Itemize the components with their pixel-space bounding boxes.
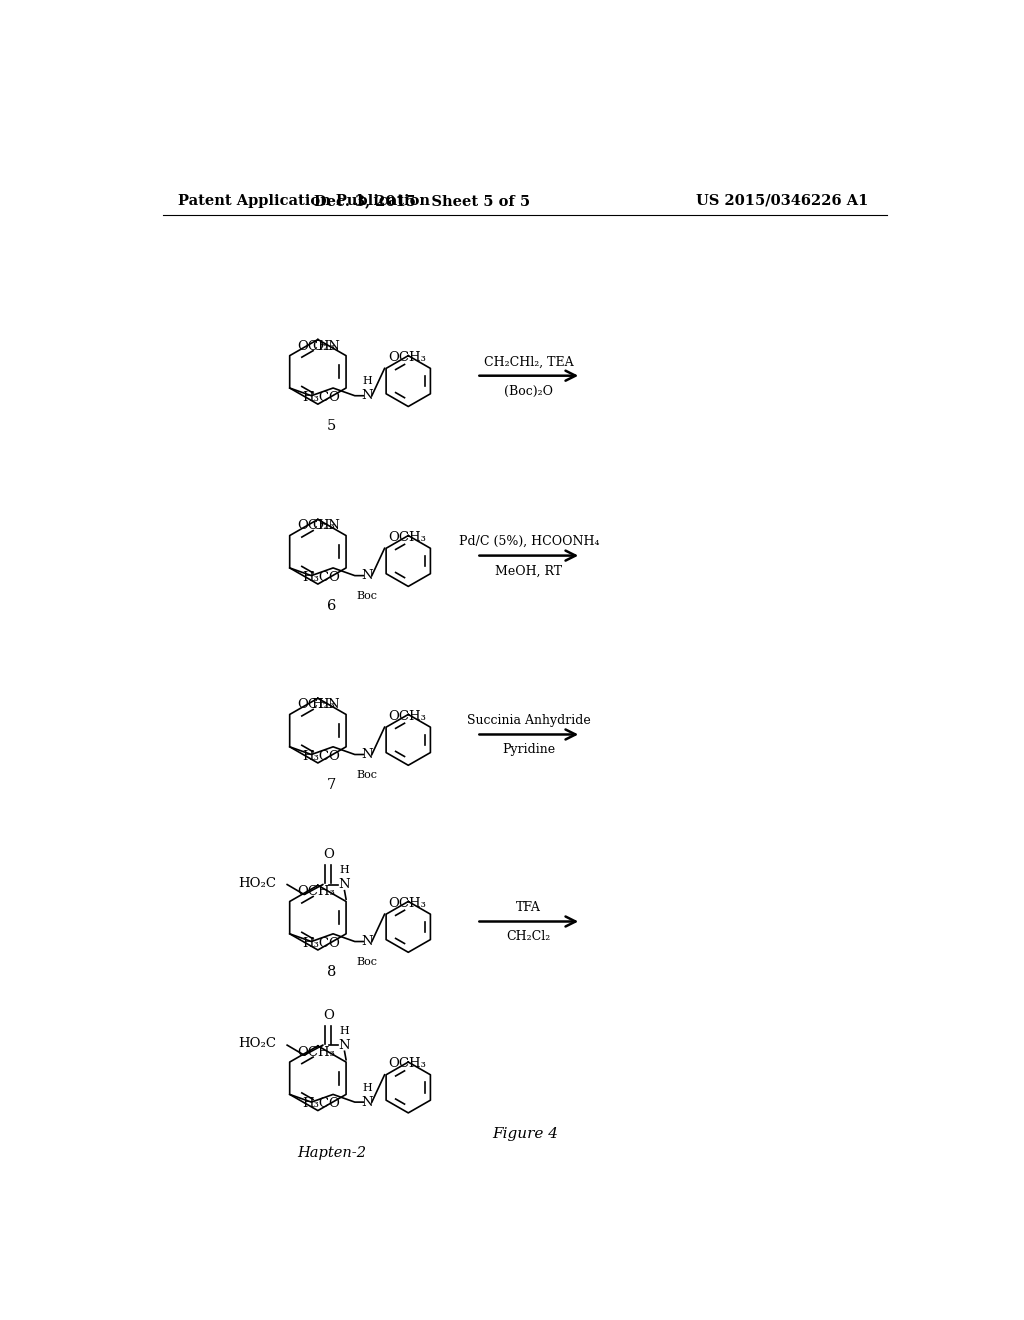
Text: N: N bbox=[361, 935, 373, 948]
Text: MeOH, RT: MeOH, RT bbox=[496, 565, 562, 577]
Text: OCH₃: OCH₃ bbox=[297, 520, 335, 532]
Text: CH₂Cl₂: CH₂Cl₂ bbox=[507, 931, 551, 944]
Text: OCH₃: OCH₃ bbox=[297, 886, 335, 899]
Text: O: O bbox=[323, 1008, 334, 1022]
Text: OCH₃: OCH₃ bbox=[388, 710, 426, 722]
Text: H₂N: H₂N bbox=[311, 698, 340, 711]
Text: N: N bbox=[361, 389, 373, 403]
Text: Succinia Anhydride: Succinia Anhydride bbox=[467, 714, 591, 727]
Text: H₃CO: H₃CO bbox=[302, 572, 340, 583]
Text: OCH₃: OCH₃ bbox=[388, 351, 426, 364]
Text: H: H bbox=[340, 866, 349, 875]
Text: H: H bbox=[362, 376, 372, 387]
Text: OCH₃: OCH₃ bbox=[297, 339, 335, 352]
Text: OCH₃: OCH₃ bbox=[388, 896, 426, 909]
Text: N: N bbox=[361, 748, 373, 762]
Text: Boc: Boc bbox=[356, 957, 378, 968]
Text: O: O bbox=[323, 849, 334, 862]
Text: O₂N: O₂N bbox=[312, 339, 340, 352]
Text: 7: 7 bbox=[328, 777, 337, 792]
Text: Figure 4: Figure 4 bbox=[492, 1127, 558, 1142]
Text: OCH₃: OCH₃ bbox=[297, 1045, 335, 1059]
Text: N: N bbox=[339, 878, 350, 891]
Text: TFA: TFA bbox=[516, 902, 542, 915]
Text: OCH₃: OCH₃ bbox=[297, 698, 335, 711]
Text: Boc: Boc bbox=[356, 591, 378, 601]
Text: Boc: Boc bbox=[356, 770, 378, 780]
Text: OCH₃: OCH₃ bbox=[388, 531, 426, 544]
Text: 8: 8 bbox=[327, 965, 337, 978]
Text: 6: 6 bbox=[327, 599, 337, 612]
Text: H₃CO: H₃CO bbox=[302, 391, 340, 404]
Text: HO₂C: HO₂C bbox=[239, 876, 276, 890]
Text: H₃CO: H₃CO bbox=[302, 1097, 340, 1110]
Text: N: N bbox=[339, 1039, 350, 1052]
Text: N: N bbox=[361, 569, 373, 582]
Text: CH₂CHl₂, TEA: CH₂CHl₂, TEA bbox=[484, 355, 573, 368]
Text: (Boc)₂O: (Boc)₂O bbox=[504, 384, 553, 397]
Text: H₃CO: H₃CO bbox=[302, 937, 340, 950]
Text: H: H bbox=[362, 1082, 372, 1093]
Text: 5: 5 bbox=[328, 418, 337, 433]
Text: Patent Application Publication: Patent Application Publication bbox=[178, 194, 430, 207]
Text: Dec. 3, 2015   Sheet 5 of 5: Dec. 3, 2015 Sheet 5 of 5 bbox=[314, 194, 530, 207]
Text: Pyridine: Pyridine bbox=[502, 743, 555, 756]
Text: O₂N: O₂N bbox=[312, 520, 340, 532]
Text: H: H bbox=[340, 1026, 349, 1036]
Text: HO₂C: HO₂C bbox=[239, 1038, 276, 1051]
Text: US 2015/0346226 A1: US 2015/0346226 A1 bbox=[695, 194, 868, 207]
Text: Pd/C (5%), HCOONH₄: Pd/C (5%), HCOONH₄ bbox=[459, 535, 599, 548]
Text: OCH₃: OCH₃ bbox=[388, 1057, 426, 1071]
Text: Hapten-2: Hapten-2 bbox=[297, 1146, 367, 1160]
Text: N: N bbox=[361, 1096, 373, 1109]
Text: H₃CO: H₃CO bbox=[302, 750, 340, 763]
